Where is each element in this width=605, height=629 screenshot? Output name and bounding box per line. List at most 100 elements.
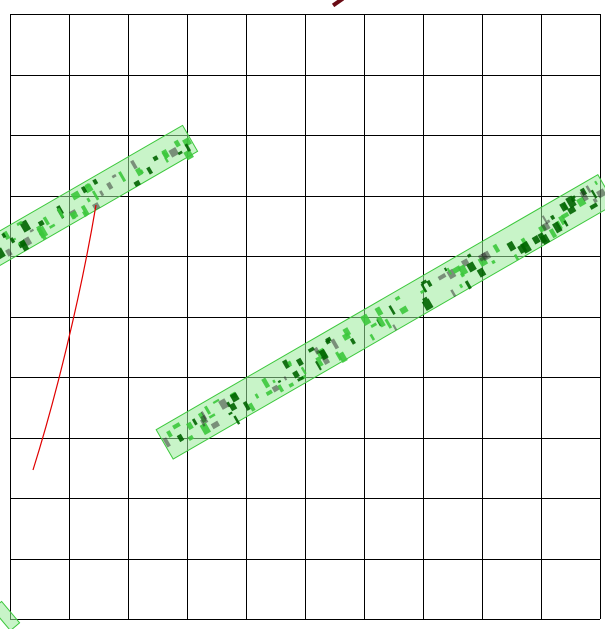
- stamp-glyph-fragment: [229, 392, 240, 403]
- stamp-glyph-fragment: [0, 247, 6, 260]
- stamp-glyph-fragment: [567, 205, 577, 215]
- stamp-band-left: [0, 124, 199, 268]
- stamp-glyph-fragment: [594, 180, 599, 186]
- stamp-glyph-fragment: [164, 152, 169, 157]
- stamp-glyph-fragment: [277, 384, 285, 393]
- stamp-glyph-fragment: [552, 221, 563, 234]
- stamp-glyph-fragment: [242, 401, 251, 411]
- stamp-glyph-fragment: [446, 267, 453, 275]
- stamp-glyph-fragment: [166, 430, 173, 438]
- stamp-glyph-fragment: [271, 384, 280, 393]
- stamp-glyph-fragment: [360, 313, 372, 326]
- stamp-glyph-fragment: [210, 420, 221, 430]
- stamp-glyph-fragment: [287, 361, 293, 367]
- stamp-glyph-fragment: [539, 233, 551, 245]
- stamp-glyph-fragment: [19, 239, 30, 252]
- stamp-glyph-fragment: [422, 296, 428, 302]
- stamp-glyph-fragment: [106, 181, 114, 190]
- stamp-glyph-fragment: [92, 178, 99, 186]
- stamp-glyph-fragment: [91, 190, 100, 201]
- stamp-glyph-fragment: [466, 261, 477, 273]
- stamp-glyph-fragment: [376, 316, 386, 328]
- stamp-glyph-fragment: [152, 155, 159, 162]
- stamp-glyph-fragment: [579, 190, 589, 202]
- stamp-glyph-fragment: [592, 197, 598, 204]
- stamp-glyph-fragment: [541, 221, 551, 232]
- stamp-glyph-fragment: [134, 167, 144, 177]
- stamp-glyph-fragment: [342, 327, 352, 337]
- stamp-glyph-fragment: [133, 179, 141, 188]
- stamp-glyph-fragment: [162, 437, 171, 448]
- stamp-glyph-fragment: [199, 422, 211, 436]
- stamp-glyph-fragment: [450, 289, 457, 298]
- stamp-glyph-fragment: [337, 351, 348, 364]
- stamp-glyph-fragment: [330, 338, 340, 350]
- stamp-glyph-fragment: [313, 346, 321, 355]
- stamp-glyph-fragment: [22, 236, 33, 247]
- stamp-glyph-fragment: [307, 346, 315, 353]
- stamp-glyph-fragment: [2, 230, 11, 240]
- stamp-glyph-fragment: [370, 322, 378, 328]
- stamp-glyph-fragment: [369, 333, 376, 341]
- stamp-glyph-fragment: [29, 228, 35, 233]
- stamp-band-corner-body: [0, 600, 21, 629]
- stamp-glyph-fragment: [563, 220, 569, 227]
- stamp-band-main-body: [155, 173, 605, 460]
- stamp-glyph-fragment: [458, 283, 464, 289]
- stamp-glyph-fragment: [477, 252, 488, 262]
- stamp-glyph-fragment: [315, 356, 324, 367]
- stamp-glyph-fragment: [589, 202, 599, 210]
- stamp-glyph-fragment: [70, 190, 81, 201]
- stamp-glyph-fragment: [5, 248, 13, 257]
- stamp-glyph-fragment: [392, 324, 398, 331]
- stamp-glyph-fragment: [559, 201, 569, 212]
- red-curve: [32, 204, 97, 471]
- stamp-band-main-texture: [162, 180, 605, 448]
- stamp-glyph-fragment: [228, 411, 233, 416]
- stamp-glyph-fragment: [172, 422, 181, 430]
- stamp-glyph-fragment: [420, 283, 428, 293]
- stamp-glyph-fragment: [233, 415, 241, 425]
- stamp-glyph-fragment: [426, 279, 433, 288]
- stamp-glyph-fragment: [384, 318, 393, 329]
- stamp-glyph-fragment: [443, 267, 448, 272]
- stamp-glyph-fragment: [168, 147, 180, 158]
- stamp-glyph-fragment: [71, 213, 77, 220]
- stamp-glyph-fragment: [177, 150, 183, 156]
- stamp-glyph-fragment: [288, 382, 295, 388]
- stamp-glyph-fragment: [464, 280, 472, 290]
- stamp-glyph-fragment: [561, 211, 570, 220]
- stamp-glyph-fragment: [1, 232, 7, 239]
- stamp-glyph-fragment: [212, 398, 220, 405]
- stamp-glyph-fragment: [300, 366, 307, 375]
- stamp-glyph-fragment: [491, 259, 496, 265]
- stamp-glyph-fragment: [36, 225, 49, 239]
- stamp-glyph-fragment: [164, 157, 169, 163]
- stamp-glyph-fragment: [295, 357, 304, 367]
- stamp-glyph-fragment: [590, 189, 598, 199]
- stamp-glyph-fragment: [374, 306, 384, 317]
- stamp-glyph-fragment: [548, 228, 558, 239]
- stamp-glyph-fragment: [265, 389, 273, 396]
- stamp-glyph-fragment: [118, 171, 127, 183]
- stamp-glyph-fragment: [318, 348, 329, 361]
- stamp-glyph-fragment: [173, 139, 181, 148]
- stamp-glyph-fragment: [228, 402, 238, 412]
- stamp-glyph-fragment: [437, 273, 447, 281]
- stamp-glyph-fragment: [182, 137, 192, 148]
- stamp-glyph-fragment: [146, 166, 154, 175]
- stamp-band-corner: [0, 600, 21, 629]
- stamp-glyph-fragment: [183, 149, 194, 161]
- stamp-glyph-fragment: [99, 190, 105, 197]
- stamp-glyph-fragment: [565, 195, 577, 209]
- stamp-glyph-fragment: [492, 243, 501, 254]
- stamp-glyph-fragment: [200, 419, 206, 427]
- stamp-glyph-fragment: [546, 219, 551, 224]
- grid: [10, 14, 601, 620]
- stamp-glyph-fragment: [184, 143, 192, 152]
- stamp-glyph-fragment: [476, 267, 487, 278]
- stamp-glyph-fragment: [56, 207, 65, 219]
- stamp-glyph-fragment: [80, 185, 88, 194]
